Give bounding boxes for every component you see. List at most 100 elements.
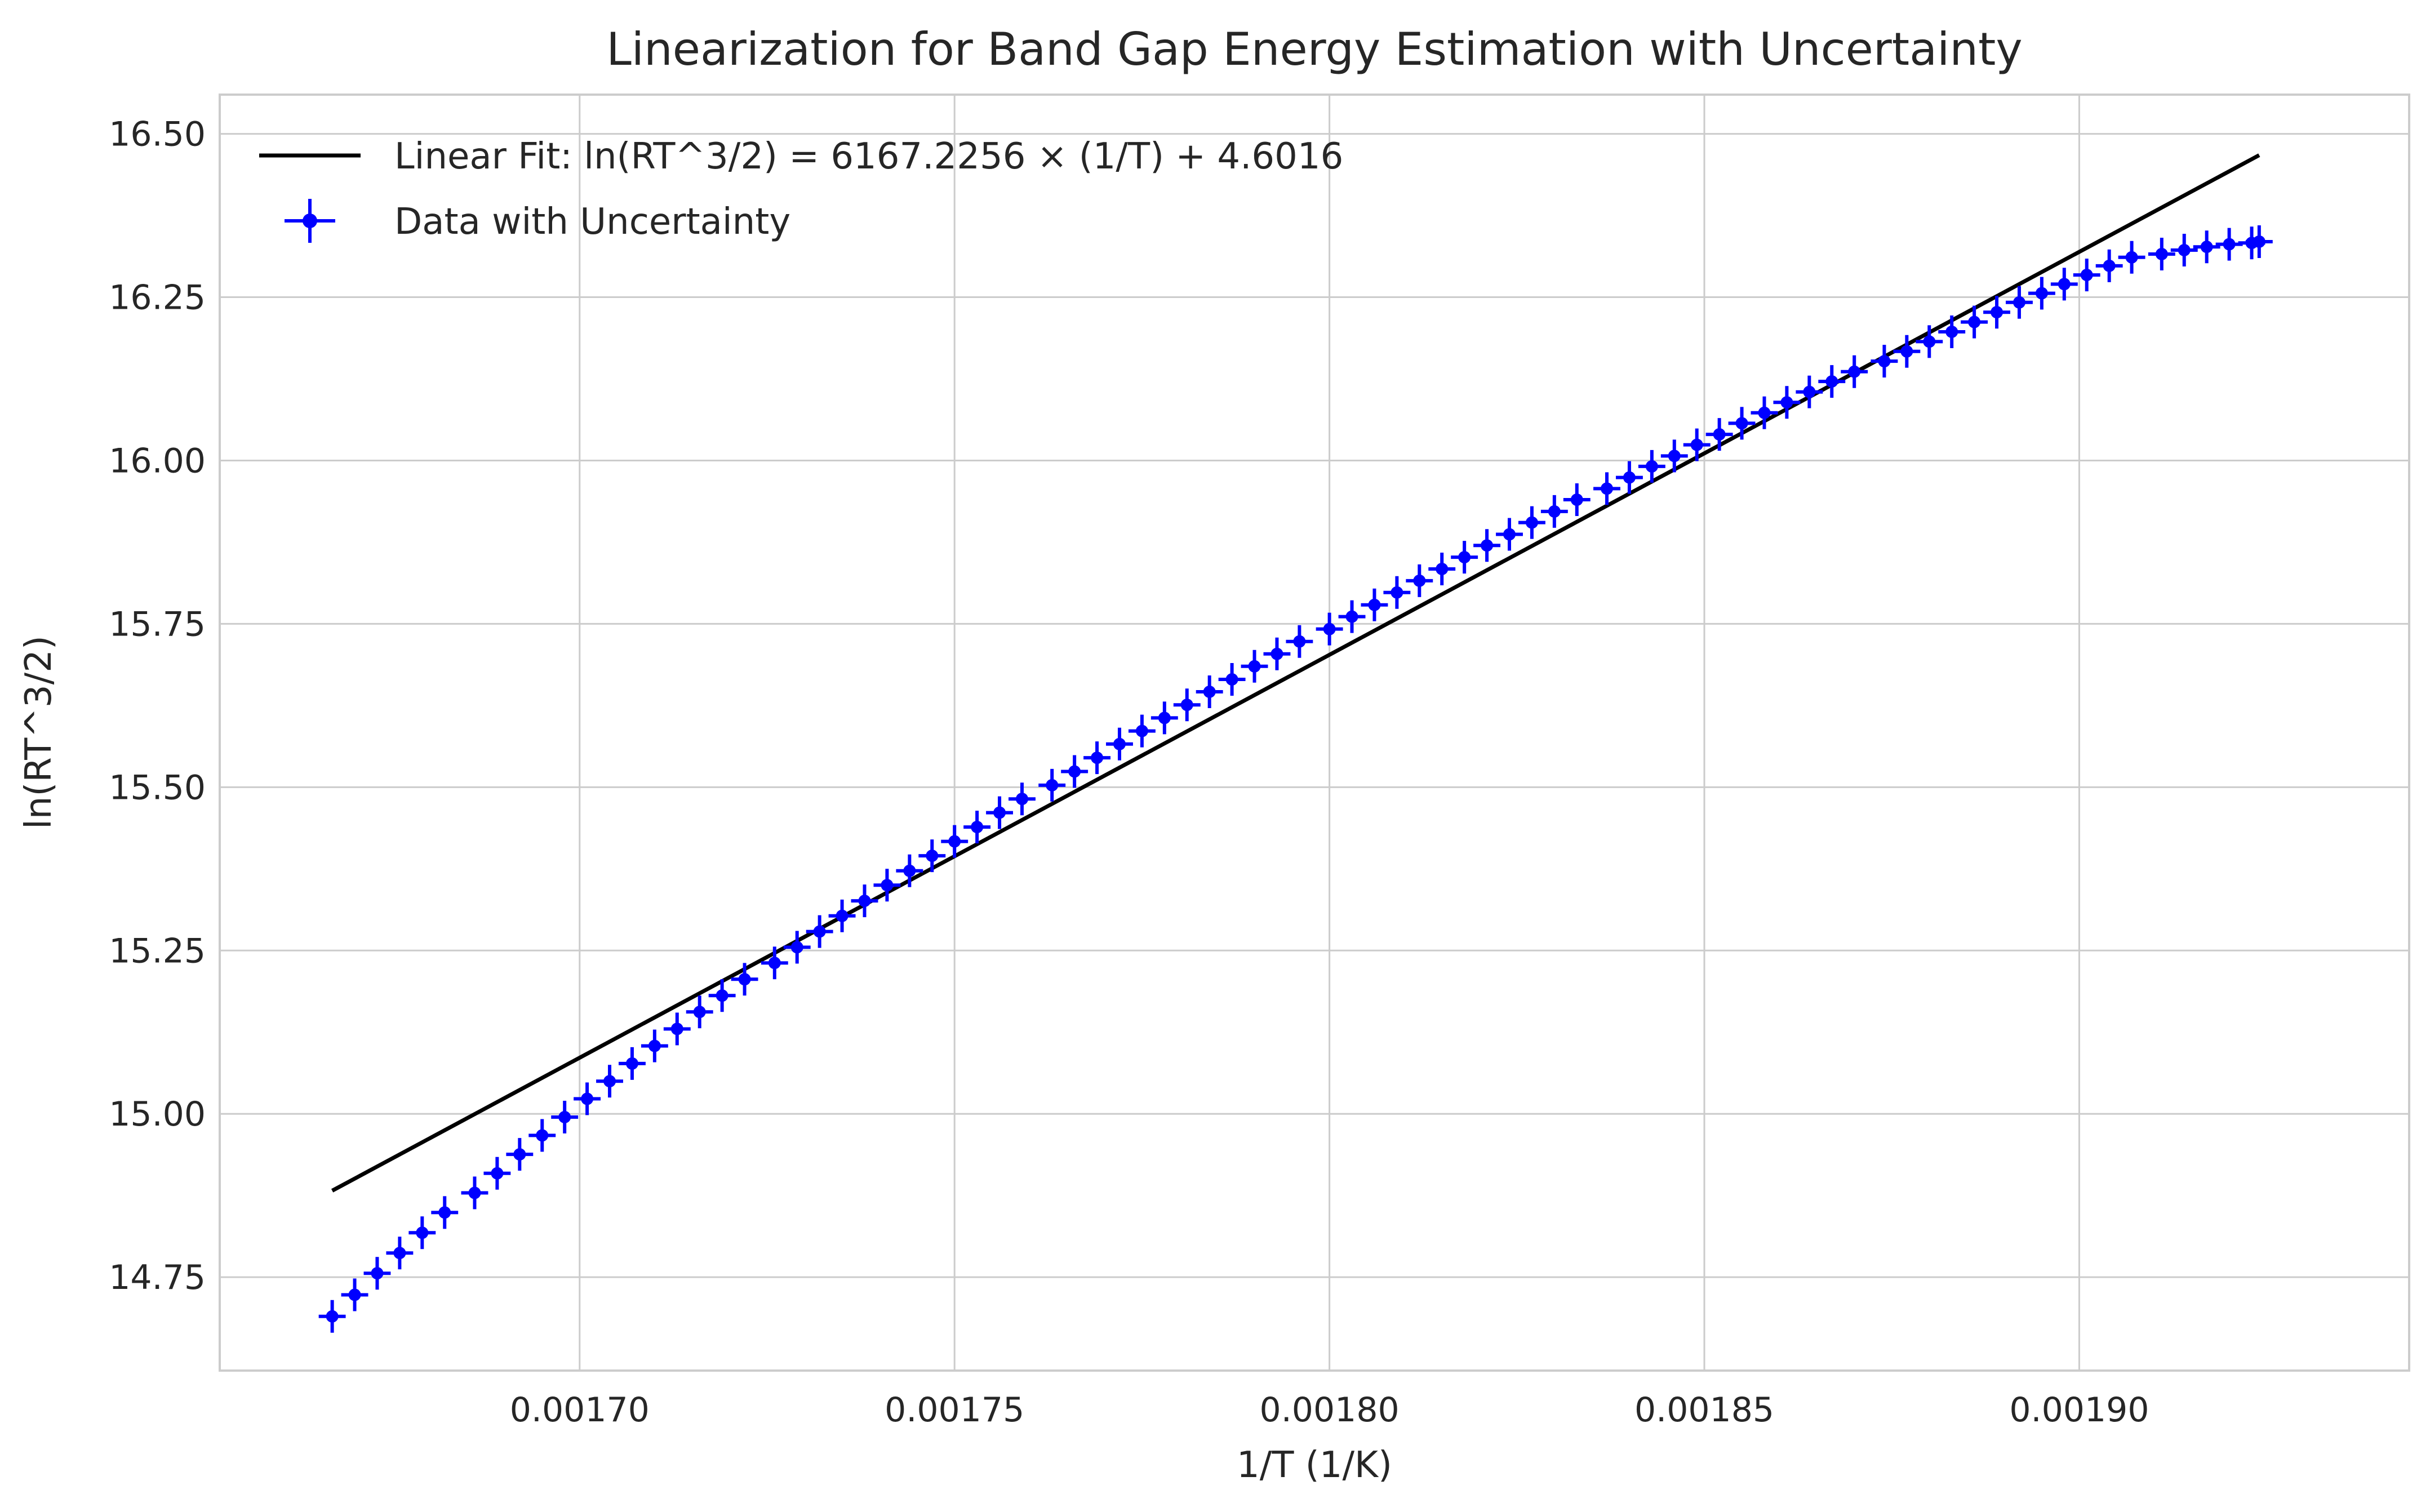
data-point — [708, 979, 736, 1012]
y-tick-label: 16.50 — [109, 115, 206, 154]
data-marker — [926, 850, 939, 862]
data-series-layer — [318, 225, 2273, 1333]
data-marker — [1368, 598, 1381, 611]
data-marker — [1758, 406, 1771, 419]
data-point — [596, 1065, 623, 1098]
x-axis-label: 1/T (1/K) — [1237, 1444, 1392, 1486]
data-point — [2006, 286, 2033, 319]
data-point — [2245, 225, 2273, 258]
data-marker — [813, 925, 826, 938]
fit-line — [331, 153, 2260, 1193]
y-tick-labels: 14.75 15.00 15.25 15.50 15.75 16.00 16.25 16.50 — [109, 115, 206, 1298]
data-marker — [2200, 241, 2213, 254]
data-marker — [1713, 428, 1726, 441]
data-marker — [1991, 306, 2003, 319]
data-marker — [881, 879, 894, 892]
data-marker — [2103, 259, 2116, 272]
data-point — [1061, 755, 1089, 788]
data-point — [1196, 675, 1223, 709]
data-marker — [558, 1111, 571, 1124]
data-marker — [1391, 586, 1403, 599]
data-point — [1593, 472, 1620, 505]
data-marker — [2223, 238, 2236, 251]
data-point — [2148, 237, 2175, 270]
data-point — [2118, 241, 2145, 274]
data-point — [828, 899, 856, 932]
data-point — [618, 1047, 646, 1080]
y-tick-label: 16.00 — [109, 441, 206, 481]
data-marker — [971, 821, 984, 834]
data-marker — [836, 909, 848, 922]
x-tick-label: 0.00175 — [885, 1390, 1024, 1430]
data-marker — [1945, 325, 1958, 338]
data-marker — [2178, 244, 2191, 257]
data-marker — [416, 1226, 429, 1239]
data-point — [1473, 529, 1501, 562]
data-point — [2170, 234, 2198, 267]
data-marker — [693, 1006, 706, 1019]
y-tick-label: 16.25 — [109, 278, 206, 318]
data-point — [1263, 637, 1291, 670]
data-marker — [1225, 673, 1238, 686]
data-point — [506, 1138, 534, 1171]
data-point — [1009, 782, 1036, 816]
data-marker — [1825, 375, 1838, 388]
data-marker — [768, 957, 781, 970]
data-point — [1983, 296, 2011, 329]
data-marker — [1900, 345, 1913, 358]
data-marker — [438, 1206, 451, 1219]
data-point — [986, 796, 1014, 829]
data-point — [1540, 495, 1568, 528]
data-point — [2073, 259, 2100, 292]
data-marker — [1091, 751, 1104, 764]
data-marker — [371, 1267, 384, 1280]
legend-data-label: Data with Uncertainty — [394, 201, 790, 243]
data-marker — [1015, 793, 1028, 806]
data-marker — [993, 806, 1006, 819]
data-marker — [2155, 247, 2168, 260]
data-marker — [1203, 686, 1216, 699]
data-point — [551, 1101, 579, 1134]
data-point — [461, 1176, 488, 1209]
legend-data-swatch — [285, 199, 335, 243]
data-marker — [581, 1092, 594, 1105]
data-marker — [393, 1247, 406, 1260]
data-point — [2028, 277, 2055, 310]
data-point — [1383, 576, 1411, 609]
data-marker — [738, 973, 751, 986]
data-point — [1038, 768, 1066, 802]
data-marker — [790, 941, 803, 954]
data-marker — [1158, 711, 1171, 724]
data-marker — [1481, 539, 1494, 552]
data-point — [1406, 564, 1433, 597]
data-point — [1173, 688, 1201, 722]
data-point — [896, 854, 923, 887]
data-marker — [1248, 660, 1261, 673]
data-point — [1796, 375, 1823, 408]
data-marker — [2058, 278, 2071, 291]
data-point — [2050, 268, 2078, 301]
data-point — [1683, 428, 1711, 461]
data-marker — [468, 1186, 481, 1199]
data-marker — [903, 864, 916, 877]
data-marker — [491, 1167, 504, 1180]
chart-title: Linearization for Band Gap Energy Estima… — [606, 23, 2023, 75]
y-tick-label: 15.00 — [109, 1095, 206, 1134]
data-marker — [1623, 471, 1636, 484]
data-point — [1150, 701, 1178, 735]
data-point — [363, 1257, 391, 1290]
legend-fit-label: Linear Fit: ln(RT^3/2) = 6167.2256 × (1/… — [394, 136, 1343, 177]
data-point — [431, 1196, 459, 1229]
data-point — [761, 946, 788, 980]
data-point — [1893, 335, 1921, 368]
data-point — [2215, 228, 2243, 261]
data-point — [1241, 650, 1268, 683]
data-marker — [603, 1075, 616, 1088]
data-marker — [1570, 493, 1583, 506]
data-point — [1563, 483, 1591, 517]
x-tick-label: 0.00180 — [1260, 1390, 1400, 1430]
data-marker — [1270, 647, 1283, 660]
data-marker — [1068, 765, 1081, 778]
data-marker — [625, 1057, 638, 1070]
legend: Linear Fit: ln(RT^3/2) = 6167.2256 × (1/… — [259, 136, 1343, 243]
